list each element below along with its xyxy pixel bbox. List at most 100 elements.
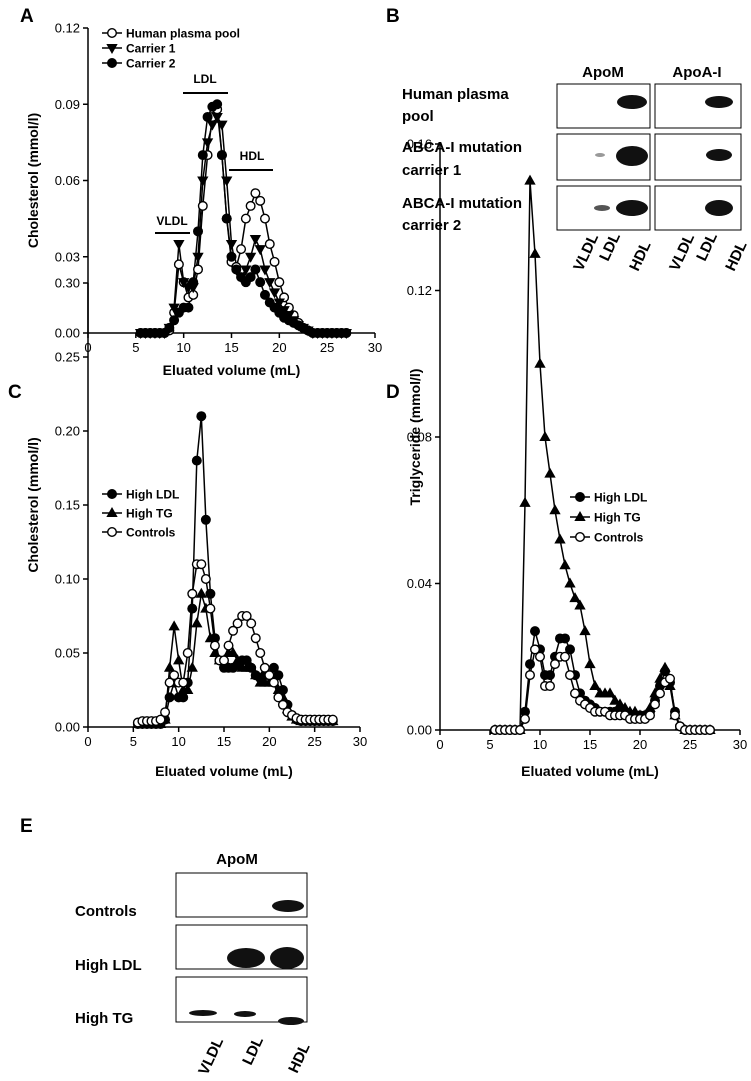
marker (255, 195, 266, 206)
marker (274, 277, 285, 288)
marker (259, 265, 271, 276)
y-tick-label: 0.20 (55, 424, 80, 439)
y-tick-label: 0.08 (407, 430, 432, 445)
marker (554, 533, 566, 544)
marker (277, 699, 288, 710)
marker (228, 625, 239, 636)
legend-label: Controls (126, 526, 176, 540)
y-tick-label: 0.09 (55, 97, 80, 112)
marker (231, 264, 242, 275)
marker (183, 302, 194, 313)
marker (240, 213, 251, 224)
y-tick-label: 0.16 (407, 137, 432, 152)
marker (705, 725, 716, 736)
marker (195, 587, 207, 598)
blot-bands (594, 95, 733, 216)
marker (218, 655, 229, 666)
y-tick-label: 0.12 (55, 21, 80, 36)
y-tick-label: 0.25 (55, 350, 80, 365)
marker (246, 618, 257, 629)
marker (539, 430, 551, 441)
x-tick-label: 25 (307, 734, 321, 749)
marker (520, 714, 531, 725)
x-tick-label: 25 (320, 340, 334, 355)
annotation: VLDL (156, 214, 187, 228)
blot-panel-e: E ApoM Controls High LDL High TG VLDL LD… (20, 816, 314, 1078)
marker (604, 687, 616, 698)
marker (545, 670, 556, 681)
x-tick-label: 30 (368, 340, 382, 355)
lane-label: HDL (722, 239, 750, 274)
marker (530, 644, 541, 655)
marker (569, 592, 581, 603)
lane-label: HDL (285, 1041, 313, 1076)
marker (245, 661, 257, 672)
legend-marker (106, 58, 117, 69)
marker (200, 514, 211, 525)
blot-frames (175, 872, 308, 1023)
x-tick-label: 20 (262, 734, 276, 749)
marker (173, 240, 185, 251)
panel-letter: E (20, 816, 33, 837)
marker (565, 644, 576, 655)
marker (589, 680, 601, 691)
marker (670, 710, 681, 721)
marker (225, 240, 238, 251)
marker (221, 213, 232, 224)
blot-frames (556, 83, 742, 231)
marker (163, 661, 176, 672)
legend-label: Human plasma pool (126, 27, 240, 41)
marker (259, 662, 270, 673)
marker (200, 574, 211, 585)
row-label: carrier 2 (402, 217, 461, 234)
marker (182, 648, 193, 659)
marker (216, 120, 228, 131)
marker (182, 683, 194, 694)
marker (250, 669, 262, 680)
legend-marker (575, 532, 586, 543)
x-tick-label: 15 (217, 734, 231, 749)
marker (264, 239, 275, 250)
marker (155, 714, 166, 725)
marker (515, 725, 526, 736)
marker (525, 659, 536, 670)
marker (226, 251, 237, 262)
marker (164, 692, 175, 703)
marker (236, 244, 247, 255)
marker (273, 692, 284, 703)
marker (264, 670, 275, 681)
x-tick-label: 0 (436, 737, 443, 752)
blot-bands (189, 900, 304, 1025)
x-tick-label: 5 (486, 737, 493, 752)
marker (650, 699, 661, 710)
legend-marker (106, 28, 117, 39)
x-tick-label: 5 (132, 340, 139, 355)
legend-label: High TG (126, 507, 173, 521)
marker (259, 213, 270, 224)
marker (341, 328, 352, 339)
series-line (137, 416, 333, 725)
marker (544, 467, 556, 478)
marker (196, 411, 207, 422)
marker (178, 677, 189, 688)
marker (535, 651, 546, 662)
marker (268, 288, 281, 299)
column-header: ApoM (582, 64, 624, 81)
x-tick-label: 0 (84, 734, 91, 749)
marker (645, 710, 656, 721)
lane-label: LDL (693, 230, 721, 264)
marker (545, 681, 556, 692)
marker (178, 692, 189, 703)
marker (264, 278, 276, 289)
marker (206, 120, 219, 131)
row-label: carrier 1 (402, 162, 461, 179)
x-tick-label: 10 (533, 737, 547, 752)
marker (205, 588, 216, 599)
column-header: ApoM (216, 851, 258, 868)
panel-letter: C (8, 382, 22, 403)
marker (579, 625, 591, 636)
row-label: High LDL (75, 957, 142, 974)
marker (665, 673, 676, 684)
legend-label: High TG (594, 511, 641, 525)
